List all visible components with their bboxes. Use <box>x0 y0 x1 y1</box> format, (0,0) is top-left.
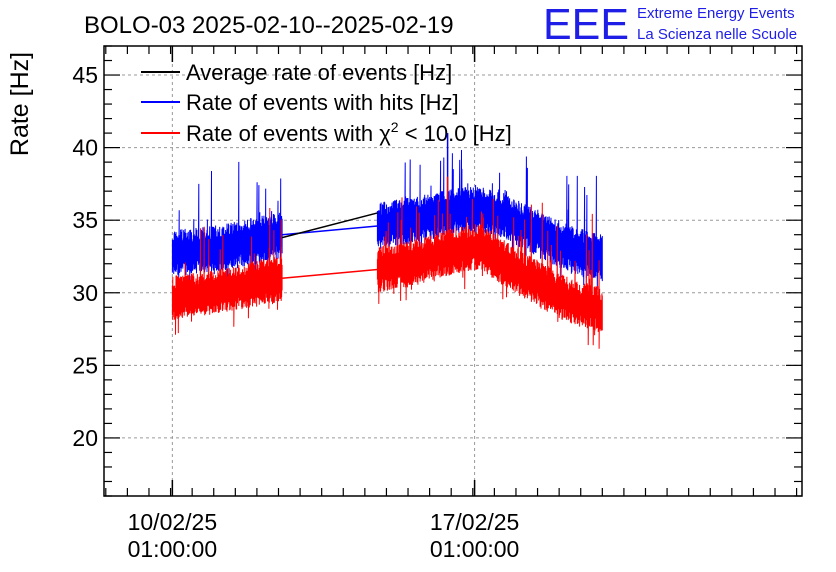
series-chi2 <box>171 176 603 349</box>
x-tick-label-date: 10/02/25 <box>128 509 218 535</box>
eee-logo: EEE Extreme Energy Events La Scienza nel… <box>543 0 797 49</box>
band-segment <box>171 207 283 335</box>
x-tick-label-date: 17/02/25 <box>430 509 520 535</box>
y-tick-label: 40 <box>72 135 98 161</box>
axes: 20253035404510/02/2501:00:0017/02/2501:0… <box>72 45 803 562</box>
chart-title: BOLO-03 2025-02-10--2025-02-19 <box>84 12 454 39</box>
legend-label-chi2-post: < 10.0 [Hz] <box>399 121 512 146</box>
legend-label-chi2-symbol: χ <box>379 121 391 146</box>
eee-logo-line1: Extreme Energy Events <box>637 5 795 22</box>
legend-entry-average: Average rate of events [Hz] <box>141 60 452 85</box>
legend-label-chi2-pre: Rate of events with <box>186 121 379 146</box>
plot-frame <box>103 45 803 497</box>
band-segment <box>171 161 283 286</box>
legend-label-average: Average rate of events [Hz] <box>186 60 452 85</box>
legend-entry-chi2: Rate of events with χ2 < 10.0 [Hz] <box>141 119 512 146</box>
eee-logo-line2: La Scienza nelle Scuole <box>637 26 797 43</box>
series-average <box>281 212 378 239</box>
band-segment <box>376 149 603 290</box>
x-tick-label-time: 01:00:00 <box>128 536 218 562</box>
legend-label-hits: Rate of events with hits [Hz] <box>186 90 459 115</box>
band-segment <box>376 197 603 349</box>
y-axis-label: Rate [Hz] <box>6 52 34 156</box>
y-tick-label: 45 <box>72 62 98 88</box>
y-tick-label: 35 <box>72 207 98 233</box>
x-tick-label-time: 01:00:00 <box>430 536 520 562</box>
legend-entry-hits: Rate of events with hits [Hz] <box>141 90 459 115</box>
y-tick-label: 20 <box>72 425 98 451</box>
legend-label-chi2: Rate of events with χ2 < 10.0 [Hz] <box>186 119 512 146</box>
legend-label-chi2-sup: 2 <box>391 119 399 135</box>
y-tick-label: 30 <box>72 280 98 306</box>
eee-logo-mark: EEE <box>543 0 629 49</box>
legend: Average rate of events [Hz] Rate of even… <box>141 60 512 146</box>
gap-connector <box>282 268 378 280</box>
y-tick-label: 25 <box>72 352 98 378</box>
plot-area <box>171 133 603 349</box>
